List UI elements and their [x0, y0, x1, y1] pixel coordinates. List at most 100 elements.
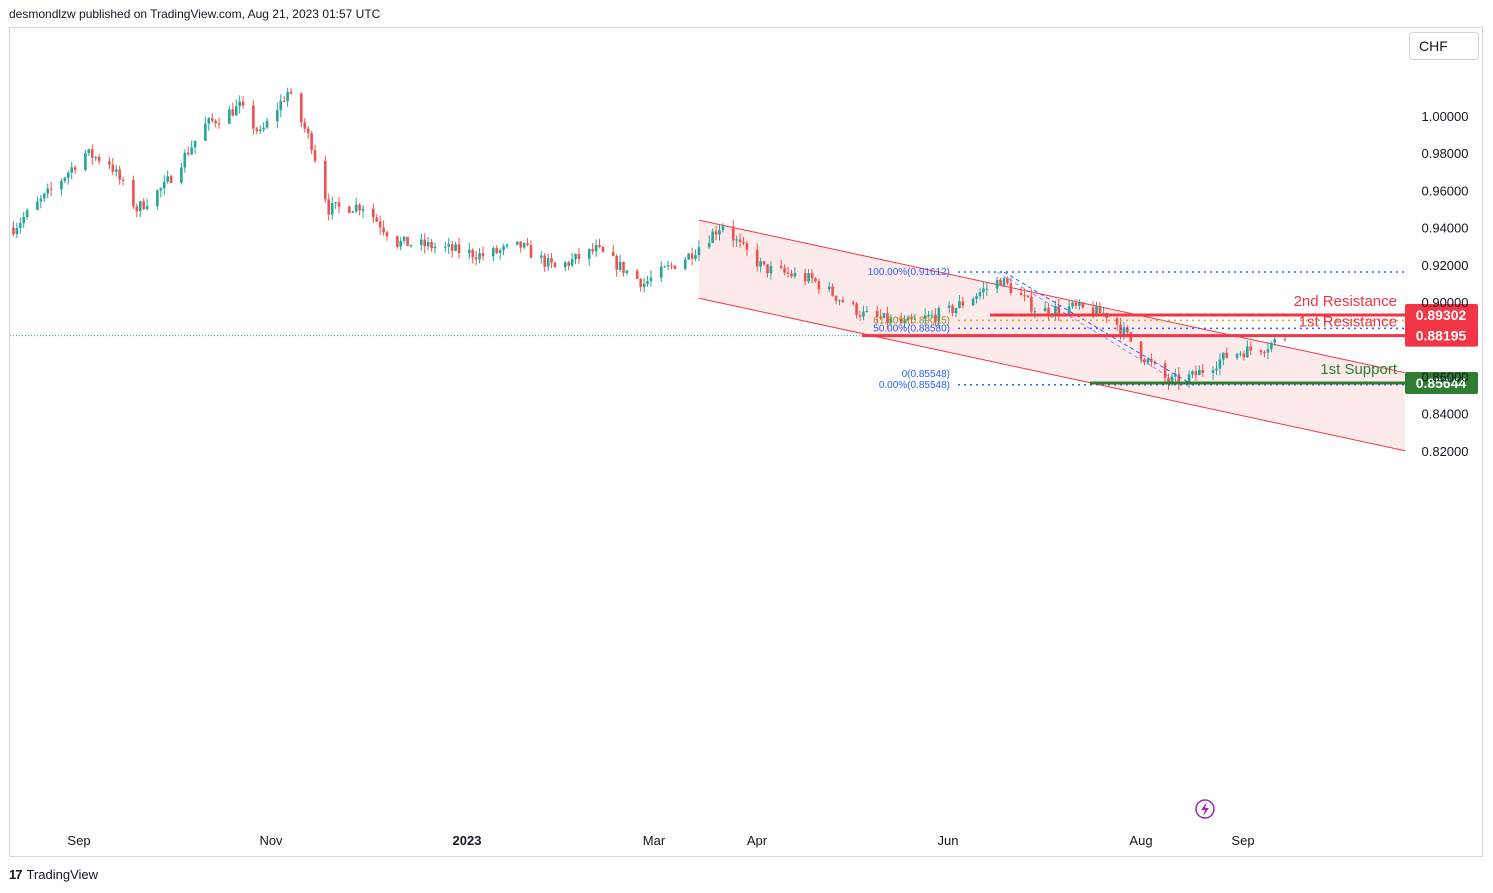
- candle[interactable]: [934, 308, 937, 327]
- candle[interactable]: [642, 277, 646, 293]
- candle[interactable]: [769, 261, 773, 280]
- candle[interactable]: [12, 220, 15, 237]
- candle[interactable]: [22, 211, 26, 228]
- candle[interactable]: [563, 260, 567, 272]
- candle[interactable]: [450, 240, 454, 258]
- candle[interactable]: [423, 233, 427, 254]
- candle[interactable]: [142, 198, 145, 211]
- candle[interactable]: [73, 165, 77, 175]
- candle[interactable]: [330, 196, 334, 220]
- candle[interactable]: [666, 260, 670, 270]
- candle[interactable]: [790, 269, 793, 279]
- candle[interactable]: [697, 240, 701, 262]
- candle[interactable]: [156, 189, 159, 210]
- candle[interactable]: [1026, 295, 1030, 299]
- candle[interactable]: [961, 296, 965, 309]
- candle[interactable]: [207, 116, 211, 131]
- candle[interactable]: [138, 200, 142, 218]
- candle[interactable]: [1030, 289, 1033, 316]
- candle[interactable]: [958, 295, 961, 309]
- candle[interactable]: [759, 257, 762, 273]
- candle[interactable]: [252, 100, 255, 136]
- candle[interactable]: [553, 261, 557, 268]
- candle[interactable]: [303, 118, 307, 133]
- candle[interactable]: [217, 117, 221, 129]
- candle[interactable]: [707, 235, 711, 249]
- candle[interactable]: [135, 203, 139, 218]
- candle[interactable]: [1215, 361, 1218, 376]
- candle[interactable]: [546, 254, 550, 272]
- candle[interactable]: [810, 268, 814, 284]
- candle[interactable]: [166, 170, 169, 184]
- candle[interactable]: [474, 250, 478, 266]
- candle[interactable]: [286, 87, 289, 107]
- candle[interactable]: [49, 181, 53, 197]
- candle[interactable]: [402, 236, 406, 245]
- candle[interactable]: [481, 246, 485, 261]
- candle[interactable]: [910, 313, 913, 324]
- candle[interactable]: [1174, 368, 1177, 384]
- candle[interactable]: [930, 310, 934, 319]
- currency-button[interactable]: CHF: [1409, 32, 1479, 60]
- candle[interactable]: [145, 198, 149, 211]
- candle[interactable]: [985, 282, 989, 296]
- candle[interactable]: [193, 140, 197, 155]
- candle[interactable]: [1146, 357, 1150, 365]
- candle[interactable]: [118, 165, 121, 185]
- candle[interactable]: [1143, 357, 1146, 366]
- candle[interactable]: [694, 249, 697, 262]
- bolt-icon[interactable]: [1195, 799, 1215, 819]
- candle[interactable]: [396, 235, 399, 249]
- candle[interactable]: [550, 252, 553, 269]
- candle[interactable]: [971, 296, 975, 306]
- candle[interactable]: [889, 314, 893, 325]
- candle[interactable]: [1201, 364, 1205, 378]
- candle[interactable]: [1078, 299, 1081, 310]
- candle[interactable]: [886, 306, 889, 330]
- candle[interactable]: [882, 312, 886, 319]
- candle[interactable]: [587, 248, 591, 266]
- candle[interactable]: [84, 149, 87, 172]
- candle[interactable]: [306, 126, 310, 139]
- candle[interactable]: [570, 253, 574, 268]
- candle[interactable]: [1054, 300, 1057, 320]
- candle[interactable]: [714, 225, 718, 241]
- candle[interactable]: [742, 236, 745, 246]
- candle[interactable]: [786, 266, 790, 278]
- candle[interactable]: [817, 278, 821, 295]
- candle[interactable]: [1273, 337, 1277, 347]
- candle[interactable]: [762, 260, 766, 266]
- candle[interactable]: [515, 241, 519, 246]
- candle[interactable]: [348, 205, 351, 214]
- candle[interactable]: [420, 233, 423, 251]
- candle[interactable]: [875, 305, 879, 324]
- candle[interactable]: [279, 94, 283, 118]
- candle[interactable]: [1006, 276, 1009, 286]
- candle[interactable]: [282, 95, 286, 103]
- candle[interactable]: [803, 268, 807, 286]
- candle[interactable]: [1163, 360, 1167, 383]
- candle[interactable]: [334, 202, 337, 209]
- candle[interactable]: [433, 242, 437, 254]
- candle[interactable]: [1177, 367, 1181, 390]
- candle[interactable]: [406, 236, 409, 247]
- candle[interactable]: [409, 244, 413, 248]
- candle[interactable]: [1239, 351, 1242, 357]
- candle[interactable]: [60, 178, 63, 196]
- candle[interactable]: [258, 125, 262, 134]
- candle[interactable]: [906, 315, 910, 321]
- candle[interactable]: [190, 140, 193, 156]
- candle[interactable]: [793, 267, 797, 279]
- candle[interactable]: [913, 313, 917, 320]
- candle[interactable]: [1198, 365, 1201, 376]
- candle[interactable]: [937, 305, 941, 328]
- candle[interactable]: [567, 260, 570, 271]
- candle[interactable]: [327, 193, 331, 221]
- candle[interactable]: [1266, 341, 1270, 360]
- candle[interactable]: [378, 215, 382, 235]
- candle[interactable]: [687, 252, 690, 260]
- candle[interactable]: [1098, 302, 1102, 314]
- candle[interactable]: [491, 246, 495, 262]
- candle[interactable]: [46, 183, 50, 199]
